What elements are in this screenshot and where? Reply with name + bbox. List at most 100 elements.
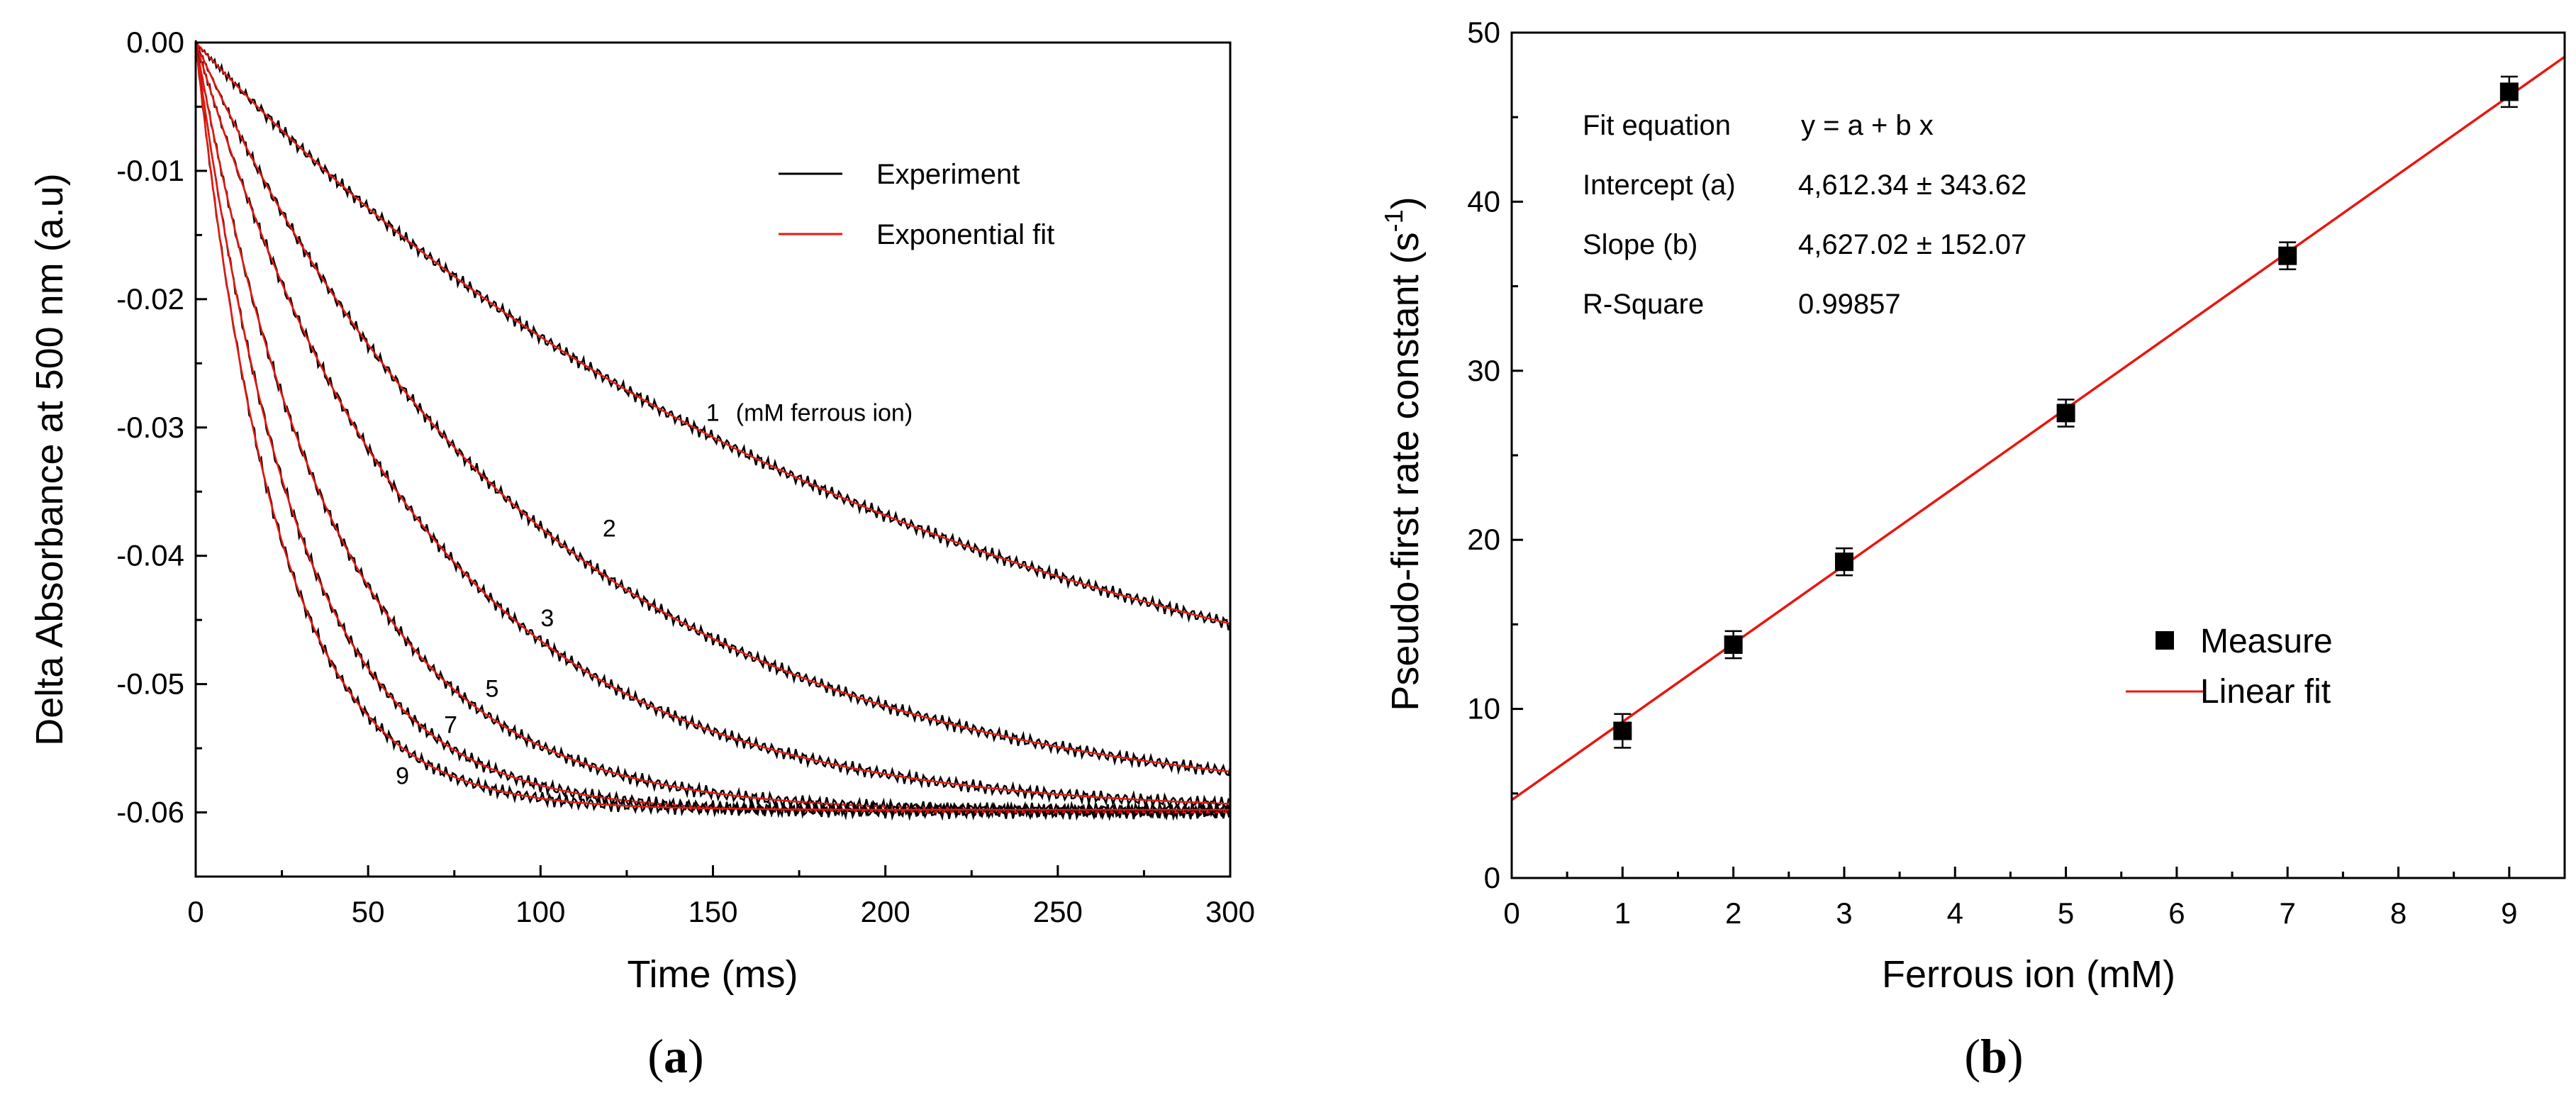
panel-a-decay-chart: 1 (mM ferrous ion) 2 3 5 7 9 0 50 100 150 200 250 30…: [28, 26, 1255, 1083]
y-ticks-a: 0.00 -0.01 -0.02 -0.03 -0.04 -0.05 -0.06: [116, 26, 207, 878]
y-axis-label-b-close: ): [1384, 196, 1427, 209]
y-tick-label: -0.02: [116, 282, 184, 316]
measure-point: [2499, 82, 2519, 101]
panel-label-b: (b): [1964, 1029, 2023, 1083]
x-tick-label: 0: [187, 895, 203, 928]
fit-row-value: 0.99857: [1798, 289, 1901, 320]
y-tick-label: -0.06: [116, 796, 184, 829]
y-tick-label: 50: [1467, 16, 1500, 49]
fit-statistics-table: Fit equation y = a + b x Intercept (a) 4…: [1583, 110, 2026, 320]
x-tick-label: 4: [1947, 896, 1963, 930]
experiment-curve-7: [194, 44, 1232, 821]
legend-label-linear-fit: Linear fit: [2200, 673, 2331, 711]
x-tick-label: 5: [2058, 896, 2074, 930]
experiment-curve-3: [194, 40, 1231, 812]
x-tick-label: 9: [2501, 896, 2517, 930]
experiment-curve-1: [195, 42, 1232, 630]
y-tick-label: 0.00: [126, 26, 184, 59]
measure-point: [2056, 404, 2075, 423]
curve-label-5: 5: [486, 676, 499, 703]
legend-b: Measure Linear fit: [2126, 623, 2333, 711]
x-tick-label: 7: [2280, 896, 2296, 930]
experiment-curve-9: [194, 45, 1232, 820]
fit-row-value: y = a + b x: [1801, 110, 1934, 141]
fit-row-label: Fit equation: [1583, 110, 1731, 141]
fit-row-label: R-Square: [1583, 289, 1704, 320]
experiment-curve-5: [194, 42, 1232, 821]
curve-label-3: 3: [540, 605, 554, 632]
measure-points: [1613, 75, 2519, 749]
x-tick-label: 300: [1205, 895, 1255, 928]
x-tick-label: 200: [861, 895, 910, 928]
x-tick-label: 100: [515, 895, 565, 928]
panel-label-a-close: ): [688, 1029, 704, 1083]
x-ticks-b: 0 1 2 3 4 5 6 7 8 9: [1503, 867, 2566, 930]
x-tick-label: 3: [1836, 896, 1852, 930]
curve-label-1: 1: [706, 400, 720, 427]
panel-label-b-close: ): [2007, 1029, 2024, 1083]
x-axis-label-b: Ferrous ion (mM): [1882, 953, 2175, 996]
decay-curve-labels: 1 (mM ferrous ion) 2 3 5 7 9: [396, 400, 913, 790]
y-axis-label-b: Pseudo-first rate constant (s-1): [1379, 196, 1427, 711]
plot-frame-a: [194, 41, 1232, 878]
measure-point: [1834, 552, 1853, 572]
plot-frame-b: [1510, 31, 2566, 879]
x-axis-label-a: Time (ms): [628, 953, 798, 996]
fit-row-value: 4,612.34 ± 343.62: [1798, 169, 2026, 201]
y-tick-label: 40: [1467, 184, 1500, 218]
panel-label-a-open: (: [647, 1029, 664, 1083]
y-tick-label: -0.04: [116, 539, 184, 572]
y-tick-label: 10: [1467, 692, 1500, 726]
exponential-fit-curve-2: [194, 42, 1231, 773]
legend-label-experiment: Experiment: [876, 159, 1020, 190]
x-tick-label: 50: [352, 895, 385, 928]
x-tick-label: 2: [1725, 896, 1741, 930]
curve-label-7: 7: [444, 711, 457, 738]
y-axis-label-a: Delta Absorbance at 500 nm (a.u): [28, 173, 71, 745]
exponential-fit-curve-7: [194, 42, 1230, 813]
y-tick-label: 30: [1467, 354, 1500, 387]
exponential-fit-curve-5: [194, 42, 1230, 813]
panel-label-b-open: (: [1964, 1029, 1980, 1083]
linear-fit-line-group: [1510, 55, 2566, 801]
y-tick-label: 0: [1484, 861, 1500, 894]
y-tick-label: -0.03: [116, 411, 184, 444]
curve-label-2: 2: [603, 516, 616, 543]
panel-label-b-letter: b: [1980, 1029, 2007, 1083]
x-tick-label: 0: [1503, 896, 1520, 930]
linear-fit-line: [1510, 55, 2566, 801]
x-tick-label: 6: [2168, 896, 2185, 930]
x-ticks-a: 0 50 100 150 200 250 300: [187, 865, 1255, 928]
y-tick-label: 20: [1467, 523, 1500, 556]
experiment-curve-2: [194, 40, 1232, 777]
panel-label-a: (a): [647, 1029, 703, 1083]
curve-annotation: (mM ferrous ion): [736, 400, 913, 427]
legend-a: Experiment Exponential fit: [779, 159, 1054, 250]
y-axis-label-b-main: Pseudo-first rate constant (s: [1384, 232, 1427, 711]
measure-point: [1724, 635, 1743, 655]
y-ticks-b: 0 10 20 30 40 50: [1467, 16, 1523, 894]
curve-label-9: 9: [396, 763, 409, 790]
measure-point: [1613, 721, 1632, 740]
legend-label-measure: Measure: [2200, 623, 2333, 660]
y-tick-label: -0.05: [116, 667, 184, 701]
y-tick-label: -0.01: [116, 154, 184, 187]
y-axis-label-b-superscript: -1: [1379, 209, 1408, 232]
exponential-fit-curve-1: [195, 42, 1231, 625]
fit-row-value: 4,627.02 ± 152.07: [1798, 229, 2026, 260]
panel-label-a-letter: a: [664, 1029, 688, 1083]
decay-curves: [194, 40, 1232, 821]
fit-row-label: Intercept (a): [1583, 169, 1736, 201]
measure-point: [2278, 246, 2297, 265]
x-tick-label: 250: [1033, 895, 1083, 928]
exponential-fit-curve-9: [194, 42, 1230, 811]
legend-label-exponential-fit: Exponential fit: [876, 219, 1054, 250]
x-tick-label: 150: [688, 895, 737, 928]
exponential-fit-curve-3: [194, 42, 1231, 805]
legend-swatch-measure: [2156, 631, 2174, 650]
x-tick-label: 8: [2390, 896, 2407, 930]
fit-row-label: Slope (b): [1583, 229, 1697, 260]
x-tick-label: 1: [1615, 896, 1631, 930]
